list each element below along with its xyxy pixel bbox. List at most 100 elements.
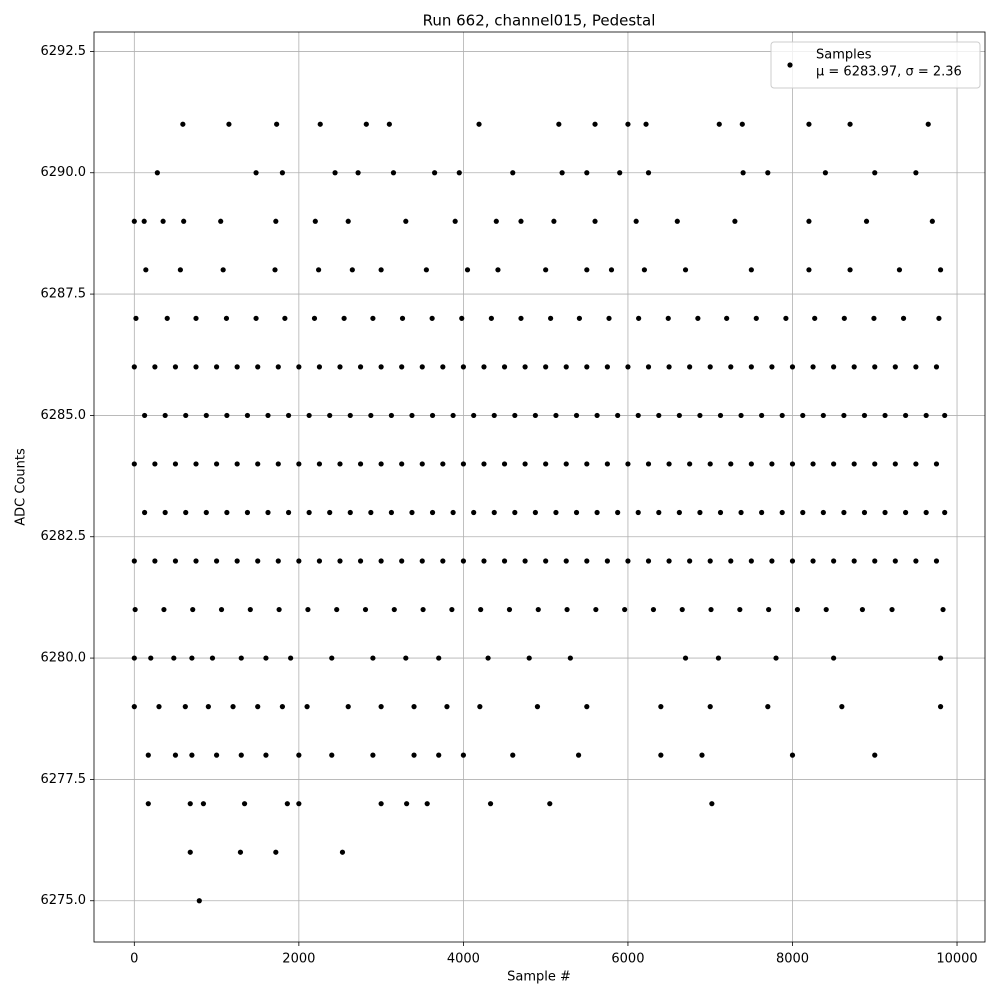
point bbox=[345, 704, 351, 710]
point bbox=[682, 655, 689, 661]
point bbox=[575, 752, 582, 758]
point bbox=[148, 655, 154, 661]
point bbox=[316, 461, 323, 467]
point bbox=[362, 606, 369, 613]
point bbox=[687, 558, 693, 564]
point bbox=[213, 364, 220, 370]
point bbox=[553, 412, 559, 419]
point bbox=[563, 364, 569, 370]
point bbox=[495, 267, 501, 273]
point bbox=[329, 655, 335, 661]
point bbox=[327, 509, 333, 516]
point bbox=[363, 121, 369, 127]
point bbox=[141, 218, 147, 224]
point bbox=[942, 412, 948, 419]
point bbox=[510, 170, 516, 176]
point bbox=[841, 315, 847, 321]
point bbox=[806, 218, 812, 224]
point bbox=[643, 121, 649, 127]
point bbox=[622, 606, 628, 613]
point bbox=[556, 121, 562, 127]
point bbox=[608, 267, 615, 273]
point bbox=[193, 364, 199, 370]
point bbox=[584, 558, 590, 564]
point bbox=[177, 267, 183, 273]
point bbox=[518, 218, 524, 224]
point bbox=[200, 801, 207, 807]
point bbox=[699, 752, 705, 758]
point bbox=[522, 461, 528, 467]
point bbox=[263, 655, 269, 661]
point bbox=[553, 509, 559, 516]
point bbox=[728, 364, 734, 370]
point bbox=[676, 509, 682, 516]
point bbox=[296, 558, 302, 564]
point bbox=[707, 558, 713, 564]
point bbox=[296, 364, 302, 370]
point bbox=[234, 558, 240, 564]
point bbox=[872, 461, 878, 467]
point bbox=[769, 364, 775, 370]
point bbox=[213, 752, 220, 758]
y-tick-label: 6292.5 bbox=[41, 44, 87, 59]
point bbox=[145, 752, 151, 758]
point bbox=[491, 412, 497, 419]
point bbox=[378, 364, 384, 370]
point bbox=[633, 218, 639, 224]
point bbox=[450, 412, 456, 419]
point bbox=[831, 364, 837, 370]
point bbox=[716, 121, 722, 127]
point bbox=[481, 461, 487, 467]
point bbox=[460, 364, 466, 370]
point bbox=[841, 509, 847, 516]
point bbox=[440, 364, 446, 370]
point bbox=[316, 558, 323, 564]
point bbox=[154, 170, 160, 176]
point bbox=[615, 412, 621, 419]
point bbox=[304, 704, 310, 710]
point bbox=[594, 412, 600, 419]
point bbox=[370, 315, 376, 321]
point bbox=[806, 267, 812, 273]
point bbox=[810, 558, 816, 564]
point bbox=[759, 412, 765, 419]
point bbox=[272, 267, 278, 273]
point bbox=[903, 412, 909, 419]
point bbox=[477, 704, 483, 710]
point bbox=[892, 364, 898, 370]
point bbox=[707, 704, 713, 710]
point bbox=[510, 752, 516, 758]
point bbox=[715, 655, 722, 661]
point bbox=[230, 704, 236, 710]
point bbox=[501, 558, 508, 564]
point bbox=[923, 509, 929, 516]
point bbox=[424, 801, 430, 807]
point bbox=[658, 752, 664, 758]
point bbox=[182, 704, 188, 710]
point bbox=[378, 704, 384, 710]
point bbox=[285, 509, 292, 516]
point bbox=[820, 509, 826, 516]
point bbox=[172, 558, 179, 564]
point bbox=[863, 218, 870, 224]
point bbox=[279, 170, 286, 176]
point bbox=[773, 655, 779, 661]
point bbox=[386, 121, 392, 127]
point bbox=[183, 509, 189, 516]
point bbox=[305, 606, 311, 613]
point bbox=[131, 655, 137, 661]
point bbox=[937, 267, 944, 273]
point bbox=[403, 218, 409, 224]
point bbox=[789, 558, 796, 564]
point bbox=[548, 315, 554, 321]
point bbox=[658, 704, 664, 710]
point bbox=[707, 364, 713, 370]
point bbox=[226, 121, 232, 127]
point bbox=[933, 461, 940, 467]
plot-frame bbox=[93, 31, 986, 943]
point bbox=[131, 704, 137, 710]
point bbox=[892, 461, 898, 467]
point bbox=[831, 461, 837, 467]
point bbox=[635, 509, 641, 516]
